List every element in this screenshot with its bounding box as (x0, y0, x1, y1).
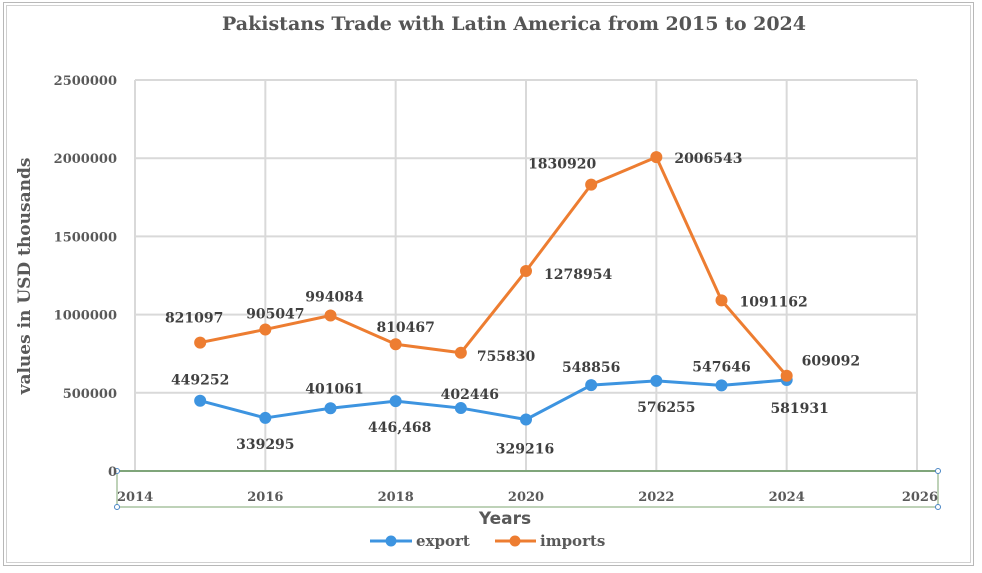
chart-frame-outer (3, 2, 974, 566)
export-data-point[interactable] (259, 411, 272, 424)
x-axis-ticks: 2014 2016 2018 2020 2022 2024 2026 (117, 490, 938, 505)
legend-export-marker (385, 535, 397, 547)
imports-data-point[interactable] (585, 178, 598, 191)
imports-data-point[interactable] (650, 151, 663, 164)
legend-imports-marker (509, 535, 521, 547)
imports-data-point[interactable] (454, 346, 467, 359)
imports-data-point[interactable] (259, 323, 272, 336)
y-axis-ticks: 0 500000 1000000 1500000 2000000 2500000 (54, 74, 117, 480)
y-tick-label: 0 (108, 465, 117, 480)
imports-data-label: 821097 (165, 311, 223, 327)
imports-series-line (199, 155, 788, 377)
export-data-label: 548856 (562, 360, 620, 376)
x-tick-label: 2022 (638, 490, 674, 505)
y-tick-label: 1000000 (54, 309, 117, 324)
imports-data-label: 2006543 (674, 151, 742, 167)
imports-data-point[interactable] (324, 309, 337, 322)
y-tick-label: 500000 (63, 387, 117, 402)
imports-data-label: 1278954 (544, 267, 612, 283)
export-data-label: 446,468 (368, 420, 431, 436)
export-data-point[interactable] (715, 379, 728, 392)
chart-title: Pakistans Trade with Latin America from … (222, 13, 806, 35)
selection-handle[interactable] (935, 504, 941, 510)
y-tick-label: 1500000 (54, 230, 117, 245)
selection-handle[interactable] (935, 468, 941, 474)
y-tick-label: 2500000 (54, 74, 117, 89)
export-data-point[interactable] (324, 402, 337, 415)
export-data-point[interactable] (454, 402, 467, 415)
export-data-point[interactable] (650, 374, 663, 387)
export-data-label: 547646 (692, 359, 750, 375)
export-data-label: 401061 (305, 381, 363, 397)
imports-data-point[interactable] (520, 264, 532, 277)
export-data-point[interactable] (194, 394, 207, 407)
imports-data-point[interactable] (780, 369, 793, 382)
x-tick-label: 2020 (508, 490, 544, 505)
legend: export imports (370, 532, 605, 550)
x-tick-label: 2018 (378, 490, 414, 505)
export-data-point[interactable] (520, 413, 532, 426)
x-tick-label: 2024 (769, 490, 805, 505)
chart-frame-inner (6, 5, 971, 563)
imports-data-label: 609092 (802, 354, 860, 370)
imports-data-label: 1091162 (740, 294, 808, 310)
export-data-label: 581931 (770, 401, 828, 417)
selection-handle[interactable] (114, 468, 120, 474)
legend-imports-label: imports (540, 532, 605, 550)
export-data-point[interactable] (389, 395, 402, 408)
export-data-point[interactable] (585, 379, 598, 392)
imports-data-label: 905047 (246, 306, 304, 322)
export-series-line (199, 378, 787, 422)
imports-data-label: 994084 (305, 290, 364, 306)
x-tick-label: 2016 (247, 490, 283, 505)
imports-data-point[interactable] (389, 338, 402, 351)
x-axis-label: Years (478, 509, 531, 529)
export-data-label: 339295 (236, 437, 294, 453)
selection-handle[interactable] (114, 504, 120, 510)
x-tick-label: 2026 (902, 490, 938, 505)
data-labels: 449252 339295 401061 446,468 402446 329216 548… (165, 151, 860, 457)
export-data-label: 329216 (496, 442, 554, 458)
imports-data-point[interactable] (194, 336, 207, 349)
imports-data-label: 1830920 (528, 157, 596, 173)
export-data-label: 449252 (171, 373, 229, 389)
x-tick-label: 2014 (117, 490, 153, 505)
y-tick-label: 2000000 (54, 152, 117, 167)
export-data-label: 576255 (637, 400, 695, 416)
export-data-label: 402446 (441, 387, 499, 403)
imports-data-label: 755830 (477, 349, 536, 365)
legend-export-label: export (416, 532, 470, 550)
imports-data-label: 810467 (376, 320, 434, 336)
imports-data-point[interactable] (715, 294, 728, 307)
y-axis-label: values in USD thousands (15, 158, 35, 396)
series-group (194, 151, 793, 426)
